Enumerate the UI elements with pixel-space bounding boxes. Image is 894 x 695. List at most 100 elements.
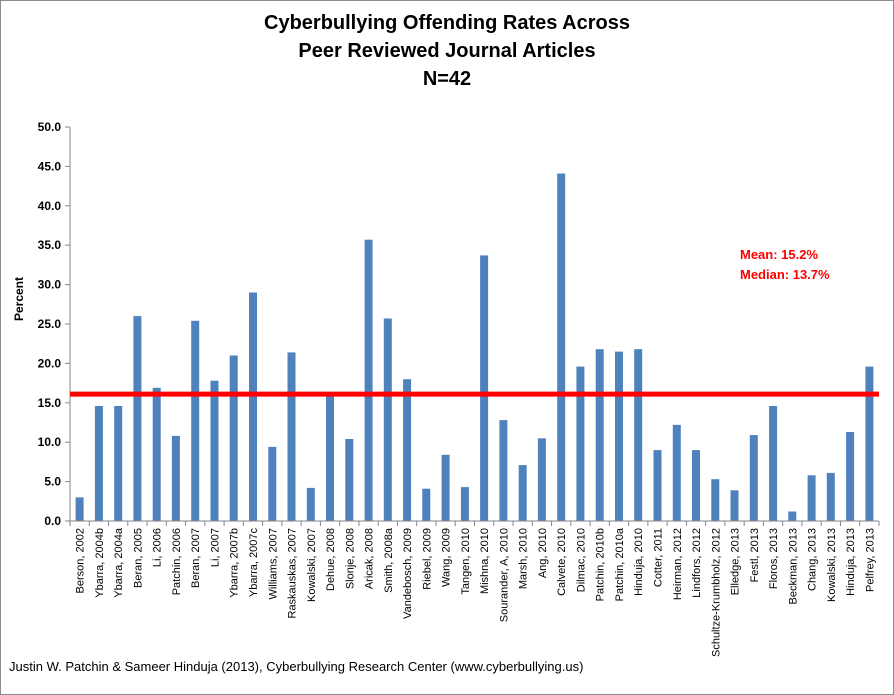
bar <box>306 487 315 521</box>
bar <box>692 450 700 521</box>
chart-title-line-3: N=42 <box>422 68 472 90</box>
x-tick-label: Ybarra, 2004b <box>94 528 106 598</box>
y-tick-label: 0.0 <box>44 514 61 528</box>
x-tick-label: Calvete, 2010 <box>556 528 568 596</box>
y-tick-label: 20.0 <box>38 356 62 370</box>
bar <box>537 438 546 521</box>
x-tick-label: Smith, 2008a <box>383 527 395 593</box>
x-tick-label: Raskauskas, 2007 <box>287 528 299 619</box>
bar <box>460 487 469 521</box>
bar <box>326 394 334 521</box>
x-tick-label: Beran, 2007 <box>190 528 202 588</box>
x-tick-label: Beran, 2005 <box>132 528 144 588</box>
bar <box>653 450 662 521</box>
bar <box>846 432 855 521</box>
bar <box>749 435 758 521</box>
y-tick-label: 35.0 <box>38 238 62 252</box>
x-tick-label: Patchin, 2006 <box>171 528 183 595</box>
bar <box>287 352 296 521</box>
bar <box>634 349 643 521</box>
bar <box>576 366 585 521</box>
x-tick-label: Hinduja, 2013 <box>845 528 857 596</box>
x-tick-label: Cotter, 2011 <box>653 528 665 587</box>
y-axis: 0.0 5.0 10.0 15.0 20.0 25.0 30.0 35.0 40.0 45.0 50… <box>38 120 71 528</box>
bar <box>422 488 431 521</box>
x-tick-label: Patchin, 2010b <box>595 528 607 601</box>
x-tick-label: Vandebosch, 2009 <box>402 528 414 619</box>
bar <box>268 446 277 521</box>
x-tick-label: Floros, 2013 <box>768 528 780 589</box>
x-tick-label: Lindfors, 2012 <box>691 528 703 598</box>
bar <box>94 406 103 521</box>
x-tick-label: Chang, 2013 <box>807 528 819 591</box>
x-tick-label: Ybarra, 2004a <box>113 527 125 598</box>
chart-title-line-1: Cyberbullying Offending Rates Across <box>264 12 630 34</box>
source-note: Justin W. Patchin & Sameer Hinduja (2013… <box>9 659 584 674</box>
bar <box>826 472 835 521</box>
y-tick-label: 50.0 <box>38 120 62 134</box>
y-tick-label: 30.0 <box>38 278 62 292</box>
x-tick-label: Schultze-Krumbholz, 2012 <box>710 528 722 657</box>
bar <box>210 380 219 521</box>
x-tick-label: Riebel, 2009 <box>421 528 433 590</box>
x-tick-label: Tangen, 2010 <box>460 528 472 595</box>
bar <box>249 292 257 521</box>
y-tick-label: 40.0 <box>38 199 62 213</box>
x-tick-label: Kowalski, 2013 <box>826 528 838 602</box>
bar <box>730 490 739 521</box>
bar <box>133 316 142 521</box>
annotation-text: Mean: 15.2% <box>740 247 818 262</box>
x-tick-label: Hinduja, 2010 <box>633 528 645 596</box>
bar <box>595 349 604 521</box>
x-tick-label: Kowalski, 2007 <box>306 528 318 602</box>
x-tick-label: Heirman, 2012 <box>672 528 684 600</box>
x-tick-label: Ang, 2010 <box>537 528 549 578</box>
x-tick-label: Berson, 2002 <box>75 528 87 593</box>
x-tick-label: Elledge, 2013 <box>730 528 742 595</box>
x-tick-label: Ybarra, 2007b <box>229 528 241 598</box>
x-tick-label: Patchin, 2010a <box>614 527 626 601</box>
bar <box>499 420 508 521</box>
x-tick-label: Aricak, 2008 <box>364 528 376 589</box>
bar <box>114 406 123 521</box>
y-tick-label: 25.0 <box>38 317 62 331</box>
x-tick-label: Williams, 2007 <box>267 528 279 600</box>
bar <box>518 465 527 521</box>
x-tick-label: Mishna, 2010 <box>479 528 491 594</box>
bar <box>152 387 161 521</box>
bar <box>865 366 874 521</box>
annotations: Mean: 15.2% Median: 13.7% <box>740 247 830 282</box>
x-tick-label: Slonje, 2008 <box>344 528 356 589</box>
bar <box>364 239 373 521</box>
bar <box>441 454 450 521</box>
y-tick-label: 45.0 <box>38 159 62 173</box>
x-tick-label: Wang, 2009 <box>441 528 453 587</box>
x-tick-label: Festl, 2013 <box>749 528 761 582</box>
x-tick-label: Li, 2006 <box>152 528 164 567</box>
bar <box>807 475 816 521</box>
y-tick-label: 5.0 <box>44 475 61 489</box>
bar <box>557 173 566 521</box>
chart-title-line-2: Peer Reviewed Journal Articles <box>298 40 596 62</box>
x-tick-label: Li, 2007 <box>210 528 222 567</box>
bar <box>672 424 681 521</box>
y-tick-label: 10.0 <box>38 435 62 449</box>
bar <box>171 435 180 521</box>
x-tick-label: Ybarra, 2007c <box>248 528 260 598</box>
y-tick-label: 15.0 <box>38 396 62 410</box>
bar <box>383 318 392 521</box>
bar <box>788 511 797 521</box>
bar <box>769 406 778 521</box>
x-tick-label: Dilmac, 2010 <box>575 528 587 592</box>
bar <box>345 439 354 521</box>
x-tick-label: Marsh, 2010 <box>518 528 530 589</box>
x-tick-label: Beckman, 2013 <box>787 528 799 604</box>
bar <box>191 320 200 521</box>
chart-title: Cyberbullying Offending Rates Across Pee… <box>1 9 893 93</box>
bar <box>615 351 623 521</box>
y-axis-title: Percent <box>12 277 26 321</box>
x-tick-label: Dehue, 2008 <box>325 528 337 591</box>
x-axis: Berson, 2002 Ybarra, 2004b Ybarra, 2004a Be… <box>69 520 880 657</box>
